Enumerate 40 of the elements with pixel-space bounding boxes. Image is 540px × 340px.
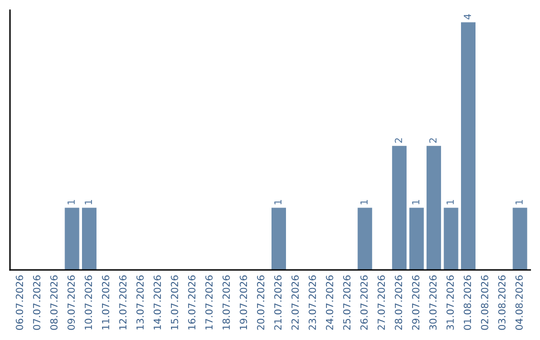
x-tick-label: 17.07.2026 [205,275,213,330]
data-label: 1 [68,200,75,204]
x-tick-label: 09.07.2026 [67,275,75,330]
x-tick-label: 12.07.2026 [119,275,127,330]
x-tick-label: 06.07.2026 [16,275,24,330]
x-tick-label: 01.08.2026 [464,275,472,330]
x-tick-label: 31.07.2026 [446,275,454,330]
data-label: 2 [394,138,402,143]
x-tick-label: 15.07.2026 [170,275,178,330]
data-label: 1 [446,200,454,204]
x-tick-label: 29.07.2026 [412,275,420,330]
data-label: 1 [84,200,92,204]
x-tick-label: 02.08.2026 [480,275,488,330]
x-tick-label: 19.07.2026 [240,275,248,330]
x-tick-label: 10.07.2026 [84,275,92,330]
x-tick-label: 24.07.2026 [326,275,334,330]
data-label: 1 [360,200,368,204]
data-label: 1 [274,200,282,204]
x-tick-label: 11.07.2026 [102,275,110,330]
x-tick-label: 13.07.2026 [136,275,144,330]
x-tick-label: 04.08.2026 [515,275,523,330]
x-tick-label: 20.07.2026 [256,275,264,330]
x-tick-label: 03.08.2026 [498,275,506,330]
data-label: 1 [516,200,523,204]
x-tick-label: 07.07.2026 [33,275,40,330]
x-tick-label: 21.07.2026 [274,275,282,330]
data-label: 1 [412,200,420,204]
x-tick-label: 27.07.2026 [378,275,385,330]
x-tick-label: 26.07.2026 [360,275,368,330]
data-label: 2 [429,138,436,143]
x-tick-label: 25.07.2026 [343,275,350,330]
x-tick-label: 23.07.2026 [308,275,316,330]
x-tick-label: 14.07.2026 [154,275,161,330]
x-tick-label: 30.07.2026 [429,275,437,330]
x-tick-label: 28.07.2026 [394,275,402,330]
x-tick-label: 22.07.2026 [291,275,299,330]
x-tick-label: 08.07.2026 [50,275,58,330]
x-tick-label: 16.07.2026 [188,275,196,330]
data-label: 4 [464,14,471,20]
x-tick-label: 18.07.2026 [222,275,230,330]
